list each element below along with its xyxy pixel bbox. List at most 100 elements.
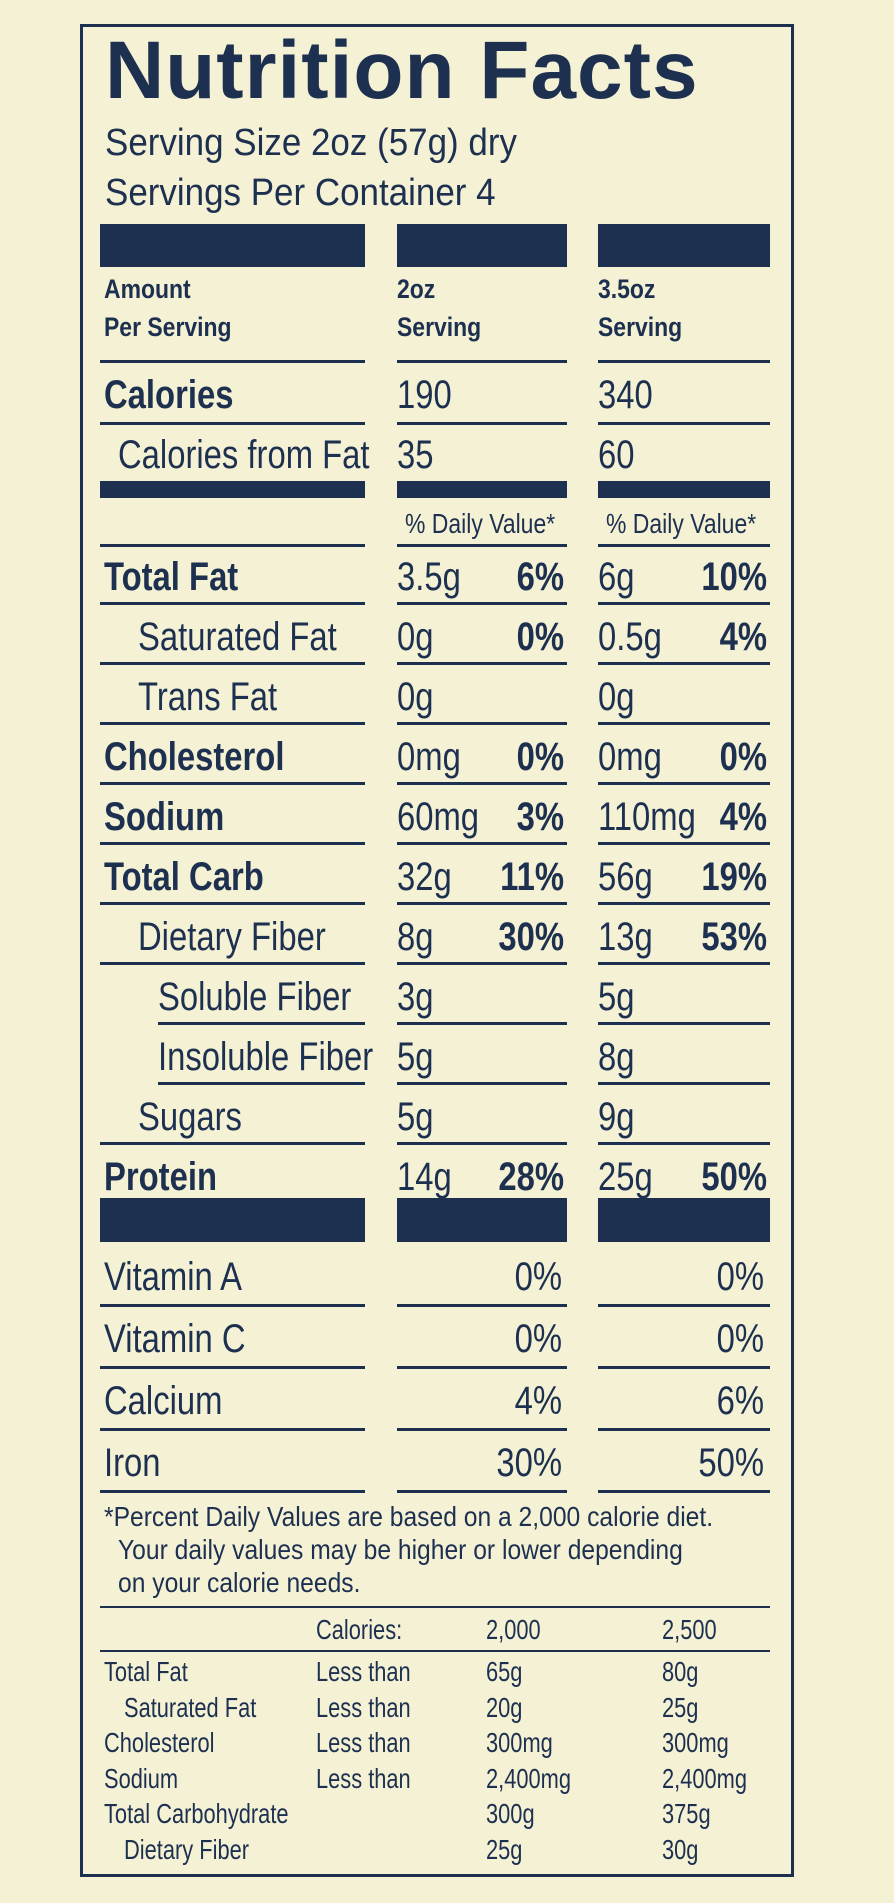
nutrient-percent-2oz: 30% — [498, 915, 564, 959]
nutrient-amount-3-5oz: 110mg — [598, 795, 696, 839]
divider — [397, 1366, 567, 1369]
divider — [598, 842, 770, 845]
nutrient-percent-2oz: 11% — [500, 855, 564, 899]
nutrient-row: Saturated Fat 0g 0% 0.5g 4% — [0, 610, 894, 670]
footer-value-2500: 80g — [662, 1656, 699, 1687]
footer-value-2500: 30g — [662, 1833, 699, 1865]
calories-fat-3-5oz: 60 — [598, 433, 635, 477]
divider — [100, 544, 365, 547]
divider — [598, 1304, 770, 1307]
vitamin-2oz: 0% — [514, 1255, 562, 1299]
footer-value-2000: 25g — [486, 1833, 523, 1865]
divider — [397, 1082, 567, 1085]
nutrient-percent-3-5oz: 10% — [701, 555, 767, 599]
nutrient-row: Sodium 60mg 3% 110mg 4% — [0, 790, 894, 850]
col3-header-line1: 3.5oz — [598, 274, 656, 304]
divider — [598, 782, 770, 785]
divider — [397, 842, 567, 845]
divider — [158, 1082, 365, 1085]
vitamin-row: Iron 30% 50% — [0, 1436, 894, 1496]
amount-header-line1: Amount — [104, 274, 191, 304]
nutrient-label: Protein — [104, 1155, 217, 1199]
nutrient-label: Sodium — [104, 795, 225, 839]
divider — [397, 360, 567, 363]
footnote-divider — [100, 1606, 770, 1608]
servings-per-container: Servings Per Container 4 — [105, 172, 496, 214]
footer-cal-2500: 2,500 — [662, 1614, 717, 1645]
footer-calories-label: Calories: — [316, 1614, 403, 1645]
footer-value-2500: 375g — [662, 1798, 711, 1829]
divider — [100, 842, 365, 845]
footer-value-2000: 65g — [486, 1656, 523, 1687]
nutrient-percent-3-5oz: 53% — [701, 915, 767, 959]
divider — [100, 602, 365, 605]
nutrient-percent-3-5oz — [628, 970, 767, 1024]
nutrient-amount-3-5oz: 6g — [598, 555, 635, 599]
footer-value-2000: 2,400mg — [486, 1762, 571, 1794]
vitamin-label: Calcium — [104, 1379, 223, 1423]
thick-bar-col2 — [397, 224, 567, 267]
col2-header: 2oz Serving — [397, 270, 481, 346]
footer-value-2500: 25g — [662, 1691, 699, 1723]
calories-label: Calories — [104, 373, 234, 417]
thick-bar-col2-bottom — [397, 1198, 567, 1242]
footer-value-2500: 300mg — [662, 1727, 729, 1758]
vitamin-row: Vitamin A 0% 0% — [0, 1250, 894, 1310]
nutrient-amount-2oz: 3.5g — [397, 555, 461, 599]
col2-header-line2: Serving — [397, 312, 482, 342]
nutrient-percent-3-5oz: 19% — [701, 855, 767, 899]
nutrient-percent-2oz: 6% — [516, 555, 564, 599]
divider — [598, 1142, 770, 1145]
nutrient-label: Total Fat — [104, 555, 239, 599]
serving-size: Serving Size 2oz (57g) dry — [105, 122, 517, 164]
footer-limit: Less than — [316, 1656, 411, 1687]
nutrient-percent-2oz: 3% — [516, 795, 564, 839]
divider — [598, 602, 770, 605]
divider — [100, 1490, 365, 1493]
nutrient-percent-2oz: 28% — [498, 1155, 564, 1199]
nutrition-label-panel — [80, 24, 794, 1877]
nutrient-amount-3-5oz: 13g — [598, 915, 653, 959]
nutrient-row: Total Fat 3.5g 6% 6g 10% — [0, 550, 894, 610]
divider — [100, 722, 365, 725]
nutrient-amount-3-5oz: 8g — [598, 1035, 635, 1079]
divider — [100, 422, 365, 425]
footer-value-2500: 2,400mg — [662, 1762, 747, 1794]
nutrient-percent-3-5oz: 50% — [701, 1155, 767, 1199]
divider — [100, 1304, 365, 1307]
vitamin-row: Calcium 4% 6% — [0, 1374, 894, 1434]
col3-header-line2: Serving — [598, 312, 683, 342]
calories-2oz: 190 — [397, 373, 452, 417]
vitamin-2oz: 30% — [496, 1441, 562, 1485]
nutrient-amount-3-5oz: 5g — [598, 975, 635, 1019]
divider — [598, 1428, 770, 1431]
medium-bar-col3 — [598, 481, 770, 498]
col2-header-line1: 2oz — [397, 274, 436, 304]
nutrient-row: Soluble Fiber 3g 5g — [0, 970, 894, 1030]
nutrient-label: Trans Fat — [138, 675, 278, 719]
footer-value-2000: 300g — [486, 1798, 535, 1829]
divider — [397, 602, 567, 605]
nutrient-row: Insoluble Fiber 5g 8g — [0, 1030, 894, 1090]
nutrient-amount-3-5oz: 0.5g — [598, 615, 662, 659]
divider — [397, 962, 567, 965]
divider — [397, 1142, 567, 1145]
footer-value-2000: 300mg — [486, 1727, 553, 1758]
amount-header-line2: Per Serving — [104, 312, 232, 342]
divider — [598, 422, 770, 425]
footer-table-divider — [100, 1650, 770, 1652]
footer-limit: Less than — [316, 1762, 411, 1794]
nutrient-amount-2oz: 8g — [397, 915, 434, 959]
divider — [100, 1142, 365, 1145]
footnote-line3: on your calorie needs. — [118, 1567, 361, 1598]
nutrient-amount-2oz: 3g — [397, 975, 434, 1019]
vitamin-3-5oz: 50% — [698, 1441, 764, 1485]
thick-bar-col3 — [598, 224, 770, 267]
nutrient-label: Total Carb — [104, 855, 264, 899]
footer-value-2000: 20g — [486, 1691, 523, 1723]
thick-bar-col1 — [100, 224, 365, 267]
footer-nutrient-label: Total Carbohydrate — [104, 1798, 289, 1829]
divider — [397, 1490, 567, 1493]
footnote-line1: *Percent Daily Values are based on a 2,0… — [104, 1501, 714, 1532]
footer-nutrient-label: Saturated Fat — [124, 1691, 257, 1723]
